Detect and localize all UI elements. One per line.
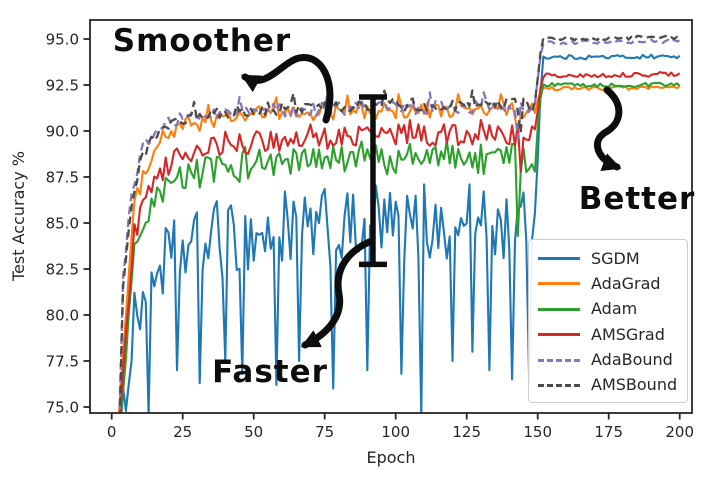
legend-item-amsgrad: AMSGrad [538, 322, 687, 347]
legend-label: SGDM [591, 248, 640, 268]
y-tick-label: 75.0 [46, 399, 79, 417]
smoother-arrow [240, 54, 334, 124]
better-arrow [593, 86, 623, 171]
x-tick-label: 200 [665, 423, 694, 441]
x-tick-label: 50 [244, 423, 263, 441]
legend-line-sample [538, 333, 580, 337]
legend-line-sample [538, 383, 580, 387]
series-adam [120, 81, 681, 413]
series-sgdm [120, 53, 681, 413]
x-tick-label: 175 [594, 423, 623, 441]
x-tick-label: 125 [452, 423, 481, 441]
x-tick-label: 150 [523, 423, 552, 441]
legend-item-adam: Adam [538, 297, 687, 322]
legend-line-sample [538, 307, 580, 311]
y-tick-label: 85.0 [46, 215, 79, 233]
annotation-arrows [240, 54, 623, 349]
legend-line-sample [538, 282, 580, 286]
x-axis-label: Epoch [367, 448, 416, 467]
legend-label: AdaGrad [591, 273, 661, 293]
legend-label: AdaBound [591, 350, 673, 370]
better-annotation: Better [579, 181, 696, 217]
plot-border [89, 19, 693, 414]
x-tick-label: 75 [315, 423, 334, 441]
legend-item-adagrad: AdaGrad [538, 271, 687, 296]
legend-label: AMSGrad [591, 324, 665, 344]
legend: SGDM AdaGrad Adam AMSGrad AdaBound AMSBound [528, 239, 688, 403]
legend-line-sample [538, 257, 580, 260]
smoother-annotation: Smoother [113, 23, 291, 59]
y-tick-label: 92.5 [46, 77, 79, 95]
y-tick-label: 77.5 [46, 353, 79, 371]
y-tick-label: 95.0 [46, 31, 79, 49]
legend-item-sgdm: SGDM [538, 246, 687, 271]
series-amsbound [118, 34, 681, 413]
y-tick-label: 90.0 [46, 123, 79, 141]
legend-line-sample [538, 358, 580, 362]
legend-label: Adam [591, 299, 638, 319]
x-tick-label: 25 [173, 423, 192, 441]
x-tick-label: 100 [381, 423, 410, 441]
y-tick-label: 87.5 [46, 169, 79, 187]
legend-item-amsbound: AMSBound [538, 373, 687, 398]
axes: 0 25 50 75 100 125 150 175 200 75.0 77.5 80.0 82.5 85… [46, 19, 694, 441]
legend-item-adabound: AdaBound [538, 348, 687, 373]
gap-error-bar [358, 94, 387, 268]
legend-label: AMSBound [591, 375, 678, 395]
y-axis-label: Test Accuracy % [9, 151, 28, 282]
y-tick-label: 82.5 [46, 261, 79, 279]
faster-arrow [300, 238, 373, 349]
y-tick-label: 80.0 [46, 307, 79, 325]
x-tick-label: 0 [107, 423, 117, 441]
series-lines [117, 34, 681, 413]
faster-annotation: Faster [212, 354, 328, 390]
series-amsgrad [119, 71, 681, 413]
